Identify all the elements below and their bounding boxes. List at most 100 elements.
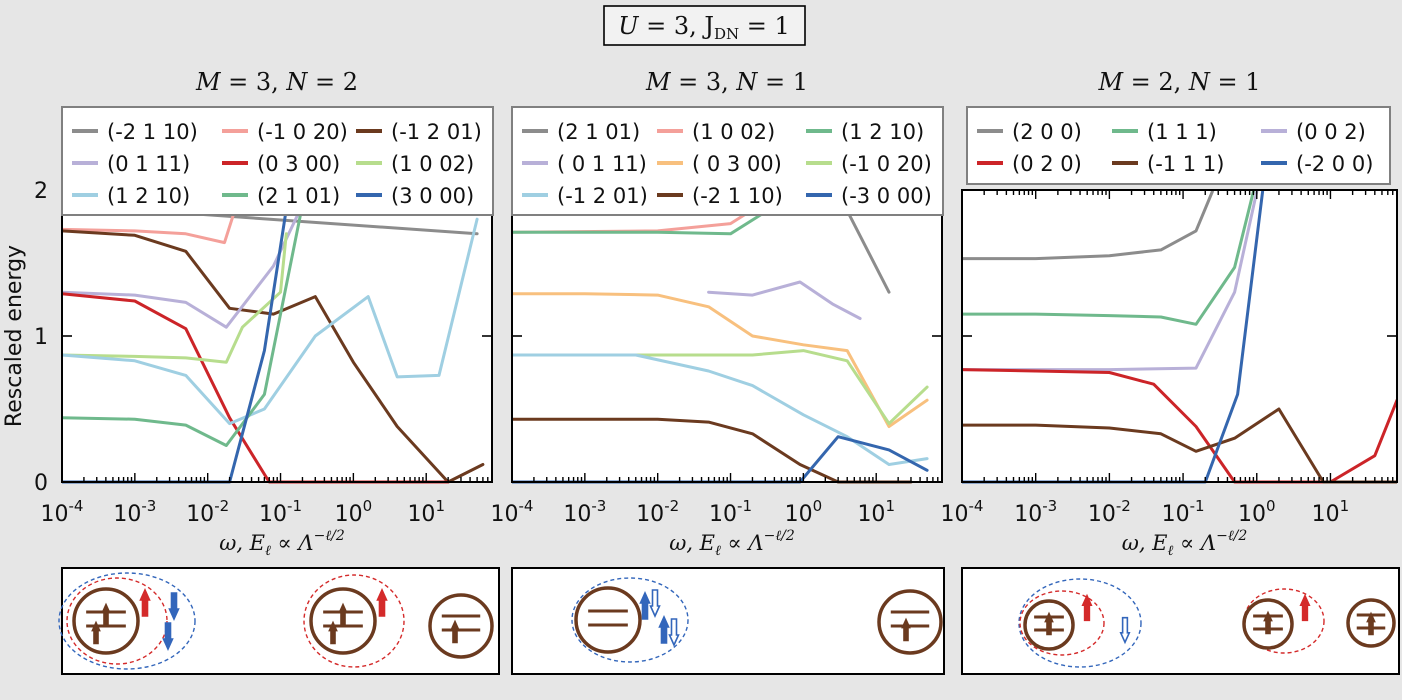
legend-label: (0 2 0) [1012,152,1082,176]
legend-label: ( 0 3 00) [692,152,782,176]
x-tick-label: 10-2 [1088,497,1131,527]
x-tick-label: 100 [785,497,823,527]
orbital-icon [428,593,494,659]
x-axis-label: ω, Eℓ ∝ Λ−ℓ/2 [669,528,795,559]
spin-up-arrow [1366,611,1376,636]
x-tick-label: 10-3 [563,497,606,527]
y-axis-label: Rescaled energy [2,245,27,427]
series-line-5 [962,407,1397,484]
spin-up-arrow [91,620,101,645]
x-tick-label: 100 [335,497,373,527]
legend-label: (2 1 01) [557,120,640,144]
coupling-ellipse [58,572,196,670]
x-tick-label: 10-4 [491,497,534,527]
x-tick-label: 10-2 [186,497,229,527]
spin-up-arrow [101,602,111,627]
series-line-2 [62,191,242,245]
series-line-1 [962,190,1214,261]
orbital-icon [1346,598,1396,648]
legend-box [511,106,944,216]
series-line-6 [62,232,288,364]
series-line-7 [512,353,929,466]
coupling-ellipse [1019,590,1105,656]
orbital-icon [1242,598,1294,650]
legend: (2 1 01) (1 0 02) (1 2 10) ( 0 1 11) ( 0 3 0… [511,106,944,216]
x-axis-label: ω, Eℓ ∝ Λ−ℓ/2 [1122,528,1248,559]
spin-up-arrow [1299,593,1311,622]
series-group [62,191,485,484]
coupling-ellipse [571,577,689,663]
series-line-6 [634,349,929,426]
plot-area [962,190,1397,482]
series-line-8 [512,417,913,484]
series-line-7 [62,217,479,426]
legend-label: (2 1 01) [257,184,340,208]
plot-area [512,190,942,482]
spin-up-arrow [1044,611,1054,636]
legend-label: (2 0 0) [1012,120,1082,144]
spin-up-arrow [376,588,388,617]
chart-panel-2: 10-4 10-3 10-2 10-1 100 101 ω, Eℓ ∝ Λ−ℓ/2 M = 3… [491,68,945,675]
legend-label: (-1 2 01) [391,120,482,144]
y-tick-label: 1 [34,325,48,350]
legend-label: (-2 1 10) [107,120,198,144]
spin-up-arrow [901,617,911,642]
legend-label: (1 0 02) [391,152,474,176]
legend-label: (-1 2 01) [557,184,648,208]
legend-label: (1 2 10) [841,120,924,144]
spin-up-arrow [639,591,651,620]
series-line-2 [962,190,1255,326]
legend-label: (-2 1 10) [692,184,783,208]
orbital-icon [309,587,377,655]
legend-label: (-1 0 20) [841,152,932,176]
x-tick-label: 10-4 [941,497,984,527]
x-tick-label: 10-1 [259,497,302,527]
spin-up-arrow [328,620,338,645]
legend-label: (0 1 11) [107,152,190,176]
spin-down-arrow [668,618,680,647]
x-tick-label: 10-1 [1162,497,1205,527]
legend-label: (0 0 2) [1296,120,1366,144]
legend-label: (3 0 00) [391,184,474,208]
series-line-8 [62,203,304,447]
x-axis-label: ω, Eℓ ∝ Λ−ℓ/2 [219,528,345,559]
spin-down-arrow [1119,616,1131,645]
spin-down-arrow [168,592,180,621]
spin-up-arrow [450,619,460,644]
orbital-icon [1023,599,1075,651]
x-tick-label: 10-3 [113,497,156,527]
x-tick-label: 10-3 [1014,497,1057,527]
legend-label: ( 0 1 11) [557,152,647,176]
legend-label: (1 1 1) [1147,120,1217,144]
series-line-4 [962,368,1397,484]
parameter-label: U = 3, JDN = 1 [618,12,790,43]
coupling-ellipse [303,574,405,668]
legend-box [61,106,494,216]
spin-up-arrow [338,602,348,627]
spin-down-arrow [162,622,174,651]
coupling-ellipse [66,577,168,665]
x-tick-label: 10-4 [41,497,84,527]
schematics [58,572,1396,670]
chart-panel-1: 0 1 2 10-4 10-3 10-2 10-1 100 101 ω, Eℓ ∝ Λ−ℓ/2 M … [34,68,500,675]
legend-label: (1 0 02) [692,120,775,144]
x-tick-label: 101 [407,497,445,527]
x-tick-label: 10-1 [709,497,752,527]
orbital-icon [877,589,943,655]
spin-down-arrow [649,589,661,618]
chart-panel-3: 10-4 10-3 10-2 10-1 100 101 ω, Eℓ ∝ Λ−ℓ/2 M = 2… [941,68,1400,675]
x-ticks [961,190,1398,482]
legend-label: (-3 0 00) [841,184,932,208]
spin-up-arrow [139,588,151,617]
spin-up-arrow [1263,610,1273,635]
y-tick-label: 2 [34,179,48,204]
chart-title: M = 3, N = 1 [645,68,808,96]
x-tick-label: 101 [857,497,895,527]
legend-label: (0 3 00) [257,152,340,176]
orbital-icon [72,587,140,655]
legend-label: (-1 1 1) [1147,152,1224,176]
y-tick-label: 0 [34,471,48,496]
parameter-box [603,5,806,46]
spin-up-arrow [1081,593,1093,622]
